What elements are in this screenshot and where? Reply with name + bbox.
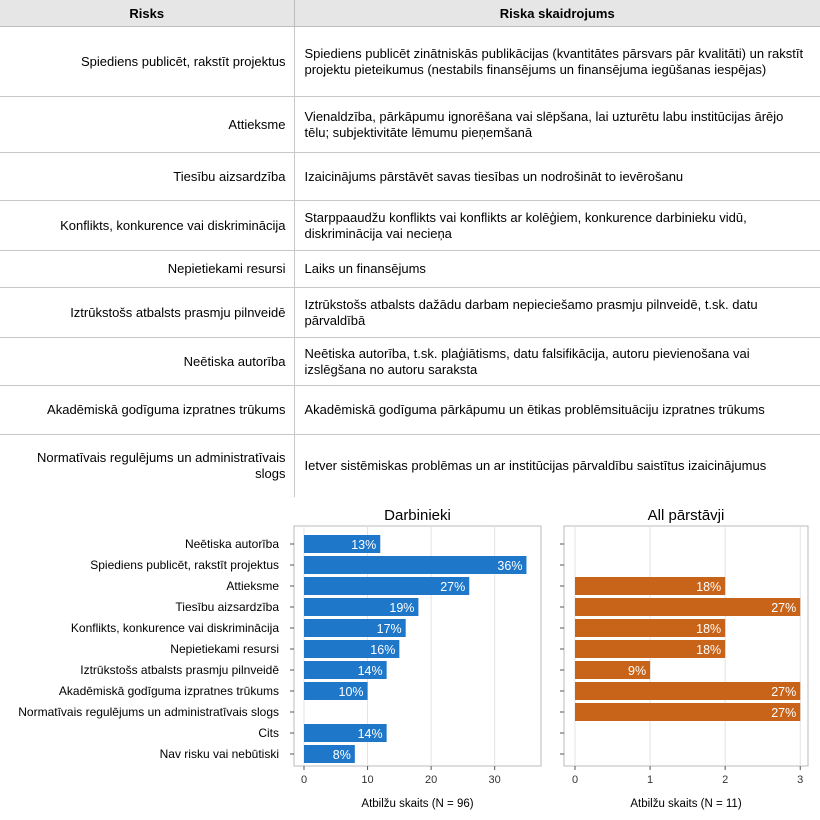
table-row: Nepietiekami resursi Laiks un finansējum… (0, 250, 820, 288)
data-label: 16% (370, 643, 395, 657)
data-label: 8% (333, 748, 351, 762)
data-label: 27% (771, 706, 796, 720)
data-label: 19% (389, 601, 414, 615)
data-label: 36% (497, 559, 522, 573)
x-tick-label: 2 (722, 774, 728, 786)
table-row: Iztrūkstošs atbalsts prasmju pilnveidē I… (0, 287, 820, 338)
chart-panel-darbinieki: 0 10 20 30 13% 36% 27% 19% 17% 16% 14% 10% 14% 8% Darb… (290, 507, 542, 810)
table-row: Normatīvais regulējums un administratīva… (0, 434, 820, 497)
risk-explanation: Akadēmiskā godīguma pārkāpumu un ētikas … (294, 385, 820, 435)
table-header-row: Risks Riska skaidrojums (0, 0, 820, 27)
bar-akademiska-godiguma-izpratnes-trukums (304, 682, 368, 700)
data-label: 17% (377, 622, 402, 636)
x-tick-label: 10 (361, 774, 373, 786)
x-axis-label: Atbilžu skaits (N = 96) (361, 798, 473, 810)
category-label-cits: Cits (258, 726, 279, 740)
bar-charts: Neētiska autorība Spiediens publicēt, rak… (18, 507, 809, 810)
x-tick-label: 3 (797, 774, 803, 786)
category-label-akademiska-godiguma-izpratnes-trukums: Akadēmiskā godīguma izpratnes trūkums (59, 684, 279, 698)
risk-name: Nepietiekami resursi (0, 250, 295, 288)
bar-iztrukstoss-atbalsts-prasmju-pilnveide (304, 661, 387, 679)
risk-explanation: Spiediens publicēt zinātniskās publikāci… (294, 26, 820, 97)
category-label-nav-risku-vai-nebutiski: Nav risku vai nebūtiski (160, 747, 279, 761)
bar-spiediens-publicet-rakstit-projektus (304, 556, 527, 574)
bar-nav-risku-vai-nebutiski (304, 745, 355, 763)
category-label-normativais-regulejums-un-administrativais-slogs: Normatīvais regulējums un administratīva… (18, 705, 279, 719)
data-label: 9% (628, 664, 646, 678)
category-label-attieksme: Attieksme (226, 579, 279, 593)
x-tick-label: 1 (647, 774, 653, 786)
bar-tiesibu-aizsardziba (575, 598, 801, 616)
chart-title: Darbinieki (384, 507, 451, 524)
risk-name: Normatīvais regulējums un administratīva… (0, 434, 295, 497)
table-row: Attieksme Vienaldzība, pārkāpumu ignorēš… (0, 96, 820, 153)
x-tick-label: 30 (489, 774, 501, 786)
x-tick-label: 0 (572, 774, 578, 786)
risk-name: Akadēmiskā godīguma izpratnes trūkums (0, 385, 295, 435)
category-label-spiediens-publicet-rakstit-projektus: Spiediens publicēt, rakstīt projektus (90, 558, 279, 572)
data-label: 10% (339, 685, 364, 699)
table-row: Tiesību aizsardzība Izaicinājums pārstāv… (0, 152, 820, 201)
bar-iztrukstoss-atbalsts-prasmju-pilnveide (575, 661, 651, 679)
category-label-iztrukstoss-atbalsts-prasmju-pilnveide: Iztrūkstošs atbalsts prasmju pilnveidē (80, 663, 279, 677)
bar-konflikts-konkurence-vai-diskriminacija (575, 619, 726, 637)
table-row: Neētiska autorība Neētiska autorība, t.s… (0, 337, 820, 386)
x-axis-label: Atbilžu skaits (N = 11) (630, 798, 741, 810)
x-tick-label: 0 (301, 774, 307, 786)
x-tick-label: 20 (425, 774, 437, 786)
risk-name: Spiediens publicēt, rakstīt projektus (0, 26, 295, 97)
risk-table: Risks Riska skaidrojums Spiediens public… (0, 0, 820, 497)
header-explanation: Riska skaidrojums (294, 0, 820, 27)
risk-name: Iztrūkstošs atbalsts prasmju pilnveidē (0, 287, 295, 338)
risk-explanation: Izaicinājums pārstāvēt savas tiesības un… (294, 152, 820, 201)
risk-explanation: Iztrūkstošs atbalsts dažādu darbam nepie… (294, 287, 820, 338)
bar-tiesibu-aizsardziba (304, 598, 419, 616)
data-label: 18% (696, 622, 721, 636)
category-label-konflikts-konkurence-vai-diskriminacija: Konflikts, konkurence vai diskriminācija (71, 621, 279, 635)
risk-name: Neētiska autorība (0, 337, 295, 386)
bar-attieksme (575, 577, 726, 595)
table-row: Akadēmiskā godīguma izpratnes trūkums Ak… (0, 385, 820, 435)
risk-name: Attieksme (0, 96, 295, 153)
data-label: 27% (771, 685, 796, 699)
chart-title: All pārstāvji (648, 507, 725, 524)
data-label: 18% (696, 643, 721, 657)
bar-cits (304, 724, 387, 742)
risk-name: Konflikts, konkurence vai diskriminācija (0, 200, 295, 251)
risk-explanation: Neētiska autorība, t.sk. plaģiātisms, da… (294, 337, 820, 386)
risk-explanation: Laiks un finansējums (294, 250, 820, 288)
bar-nepietiekami-resursi (304, 640, 400, 658)
bar-normativais-regulejums-un-administrativais-slogs (575, 703, 801, 721)
bar-attieksme (304, 577, 470, 595)
category-label-tiesibu-aizsardziba: Tiesību aizsardzība (175, 600, 279, 614)
data-label: 27% (771, 601, 796, 615)
header-risks: Risks (0, 0, 295, 27)
risk-name: Tiesību aizsardzība (0, 152, 295, 201)
risk-explanation: Starppaaudžu konflikts vai konflikts ar … (294, 200, 820, 251)
risk-explanation: Ietver sistēmiskas problēmas un ar insti… (304, 457, 767, 473)
data-label: 13% (351, 538, 376, 552)
table-row: Konflikts, konkurence vai diskriminācija… (0, 200, 820, 251)
category-label-nepietiekami-resursi: Nepietiekami resursi (170, 642, 279, 656)
data-label: 18% (696, 580, 721, 594)
bar-nepietiekami-resursi (575, 640, 726, 658)
bar-konflikts-konkurence-vai-diskriminacija (304, 619, 406, 637)
risk-explanation: Vienaldzība, pārkāpumu ignorēšana vai sl… (294, 96, 820, 153)
data-label: 27% (440, 580, 465, 594)
data-label: 14% (358, 727, 383, 741)
category-labels: Neētiska autorība Spiediens publicēt, rak… (18, 537, 279, 761)
category-label-neetiska-autoriba: Neētiska autorība (185, 537, 279, 551)
bar-akademiska-godiguma-izpratnes-trukums (575, 682, 801, 700)
table-row: Spiediens publicēt, rakstīt projektus Sp… (0, 26, 820, 97)
data-label: 14% (358, 664, 383, 678)
bar-neetiska-autoriba (304, 535, 381, 553)
chart-panel-all-parstavji: 0 1 2 3 18% 27% 18% 18% 9% 27% 27% All pārstāvji Atb… (560, 507, 809, 810)
